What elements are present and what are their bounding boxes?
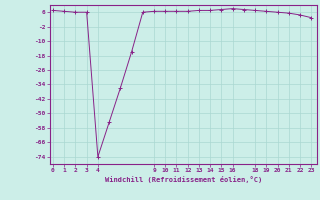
X-axis label: Windchill (Refroidissement éolien,°C): Windchill (Refroidissement éolien,°C) <box>105 176 262 183</box>
